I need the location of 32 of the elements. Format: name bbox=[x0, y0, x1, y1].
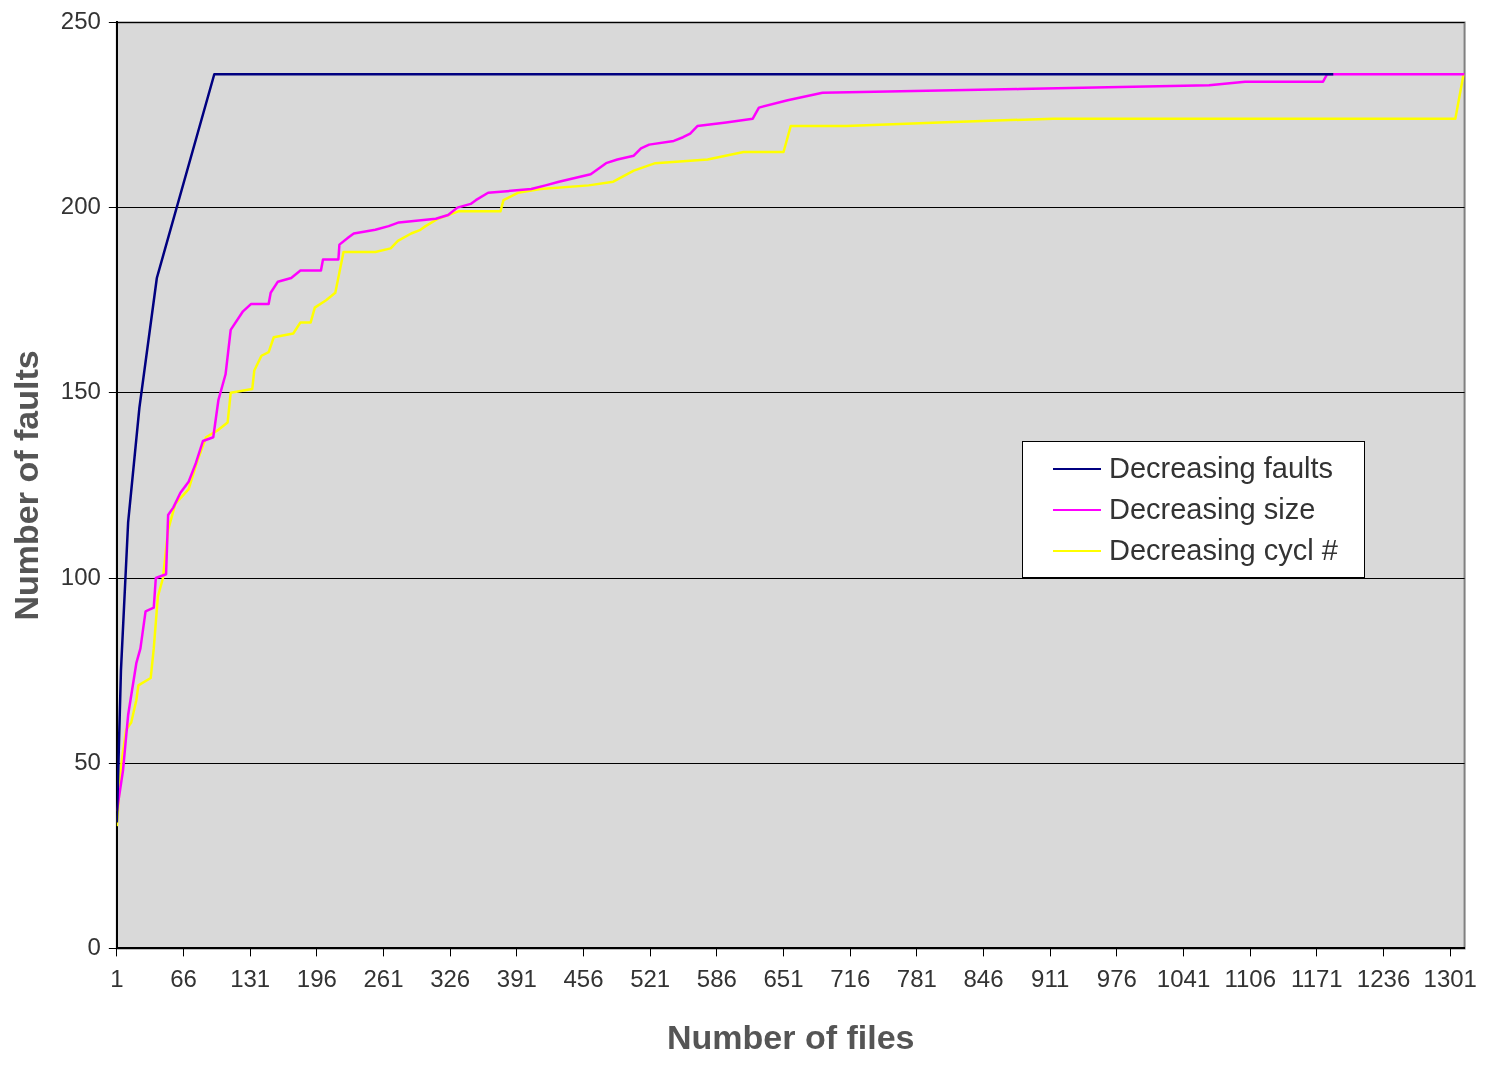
x-tick-label: 781 bbox=[896, 965, 937, 993]
x-tick-label: 66 bbox=[170, 965, 197, 993]
x-tick-label: 651 bbox=[763, 965, 804, 993]
legend-label: Decreasing cycl # bbox=[1109, 534, 1338, 567]
y-tick-label: 0 bbox=[87, 933, 101, 961]
x-tick-label: 1236 bbox=[1356, 965, 1411, 993]
x-tick-label: 716 bbox=[830, 965, 871, 993]
x-tick-label: 911 bbox=[1031, 965, 1070, 993]
x-tick-label: 131 bbox=[230, 965, 271, 993]
y-axis-title: Number of faults bbox=[6, 350, 45, 621]
x-tick-label: 976 bbox=[1096, 965, 1137, 993]
x-tick-label: 521 bbox=[630, 965, 671, 993]
x-tick-label: 196 bbox=[296, 965, 337, 993]
x-tick-label: 456 bbox=[563, 965, 604, 993]
x-tick-label: 586 bbox=[696, 965, 737, 993]
x-tick-label: 1106 bbox=[1224, 965, 1277, 993]
x-tick-label: 1041 bbox=[1156, 965, 1211, 993]
x-tick-label: 1301 bbox=[1423, 965, 1477, 993]
x-tick-label: 1171 bbox=[1291, 965, 1343, 993]
x-tick-label: 846 bbox=[963, 965, 1004, 993]
y-tick-label: 50 bbox=[74, 747, 101, 775]
y-tick-label: 250 bbox=[60, 7, 101, 35]
x-tick-label: 1 bbox=[110, 965, 124, 993]
x-tick-label: 261 bbox=[363, 965, 404, 993]
y-tick-label: 200 bbox=[60, 192, 101, 220]
x-tick-label: 326 bbox=[430, 965, 471, 993]
legend-label: Decreasing faults bbox=[1109, 452, 1334, 485]
x-tick-label: 391 bbox=[496, 965, 537, 993]
y-tick-label: 100 bbox=[60, 562, 101, 590]
x-axis-title: Number of files bbox=[666, 1017, 915, 1056]
legend-label: Decreasing size bbox=[1109, 493, 1316, 526]
y-tick-label: 150 bbox=[60, 377, 101, 405]
